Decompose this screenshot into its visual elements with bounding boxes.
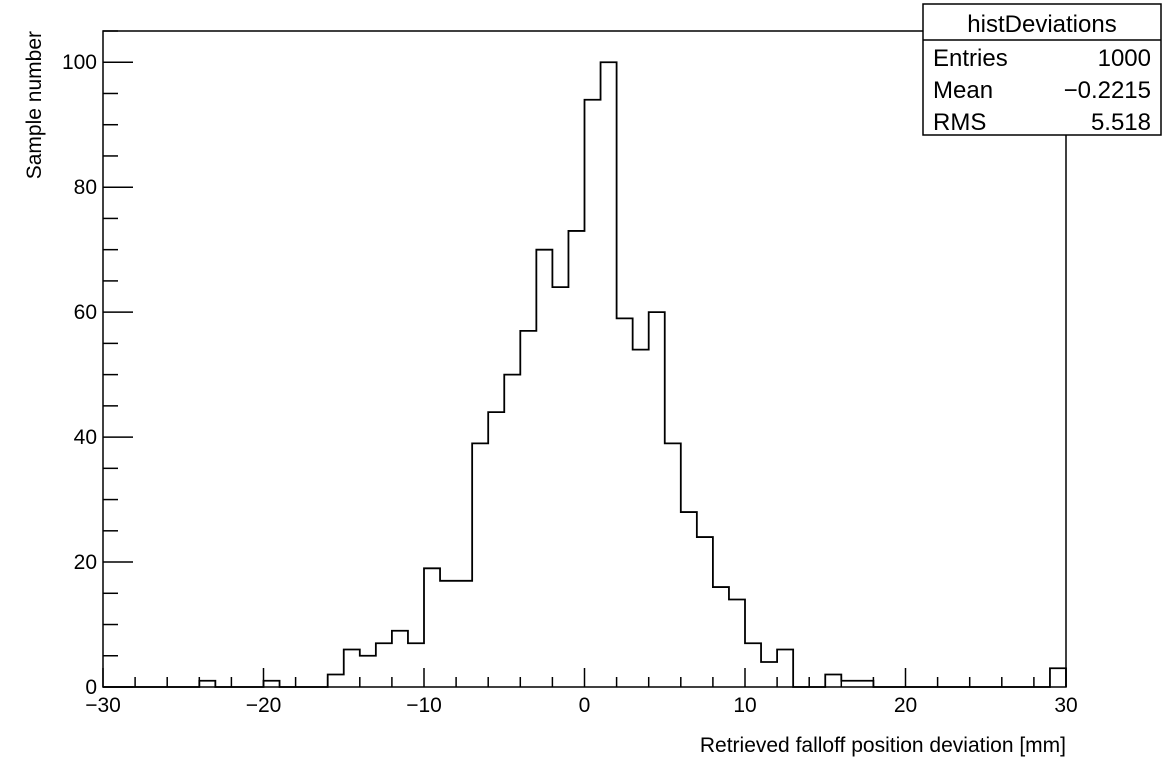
stats-entries-label: Entries xyxy=(933,45,1008,72)
x-tick-labels: −30 −20 −10 0 10 20 30 xyxy=(85,694,1077,717)
histogram-bar xyxy=(665,443,681,687)
histogram-bar xyxy=(681,512,697,687)
histogram-bins xyxy=(199,62,1066,687)
histogram-bar xyxy=(344,650,360,687)
histogram-bar xyxy=(472,443,488,687)
histogram-bar xyxy=(376,643,392,687)
histogram-bar xyxy=(857,681,873,687)
histogram-bar xyxy=(424,568,440,687)
y-tick-labels: 0 20 40 60 80 100 xyxy=(62,51,97,699)
y-tick-label: 40 xyxy=(74,426,97,449)
histogram-bar xyxy=(264,681,280,687)
histogram-bar xyxy=(360,656,376,687)
x-tick-label: −30 xyxy=(85,694,121,717)
histogram-bar xyxy=(504,375,520,687)
histogram-bar xyxy=(536,250,552,687)
histogram-outline xyxy=(103,61,1067,688)
axis-ticks xyxy=(102,30,1067,688)
histogram-bar xyxy=(568,231,584,687)
histogram-bar xyxy=(392,631,408,687)
x-axis-title: Retrieved falloff position deviation [mm… xyxy=(700,734,1066,757)
stats-box-border xyxy=(922,3,1162,136)
histogram-bar xyxy=(697,537,713,687)
histogram-bar xyxy=(633,350,649,687)
histogram-bar xyxy=(488,412,504,687)
y-tick-label: 60 xyxy=(74,301,97,324)
stats-mean-label: Mean xyxy=(933,77,993,104)
histogram-bar xyxy=(777,650,793,687)
x-tick-label: 0 xyxy=(579,694,591,717)
x-tick-label: 10 xyxy=(733,694,756,717)
stats-mean-value: −0.2215 xyxy=(1064,77,1151,104)
histogram-bar xyxy=(552,287,568,687)
stats-entries-value: 1000 xyxy=(1098,45,1151,72)
histogram-bar xyxy=(601,62,617,687)
stats-box: histDeviations Entries 1000 Mean −0.2215… xyxy=(922,3,1162,136)
histogram-bar xyxy=(825,675,841,687)
histogram-bar xyxy=(328,675,344,687)
stats-rms-label: RMS xyxy=(933,109,986,136)
y-tick-label: 100 xyxy=(62,51,97,74)
histogram-bar xyxy=(440,581,456,687)
histogram-bar xyxy=(713,587,729,687)
stats-box-title: histDeviations xyxy=(967,11,1116,38)
histogram-bar xyxy=(617,318,633,687)
histogram-bar xyxy=(841,681,857,687)
histogram-bar xyxy=(649,312,665,687)
x-tick-label: 30 xyxy=(1054,694,1077,717)
y-tick-label: 0 xyxy=(85,676,97,699)
histogram-bar xyxy=(761,662,777,687)
x-tick-label: −10 xyxy=(406,694,442,717)
y-tick-label: 80 xyxy=(74,176,97,199)
histogram-bar xyxy=(408,643,424,687)
histogram-bar xyxy=(729,600,745,687)
histogram-bar xyxy=(1050,668,1066,687)
stats-rms-value: 5.518 xyxy=(1091,109,1151,136)
x-tick-label: −20 xyxy=(246,694,282,717)
histogram-bar xyxy=(456,581,472,687)
y-tick-label: 20 xyxy=(74,551,97,574)
histogram-bar xyxy=(745,643,761,687)
histogram-bar xyxy=(520,331,536,687)
histogram-bar xyxy=(199,681,215,687)
y-axis-title: Sample number xyxy=(23,31,46,179)
x-tick-label: 20 xyxy=(894,694,917,717)
histogram-bar xyxy=(585,100,601,687)
